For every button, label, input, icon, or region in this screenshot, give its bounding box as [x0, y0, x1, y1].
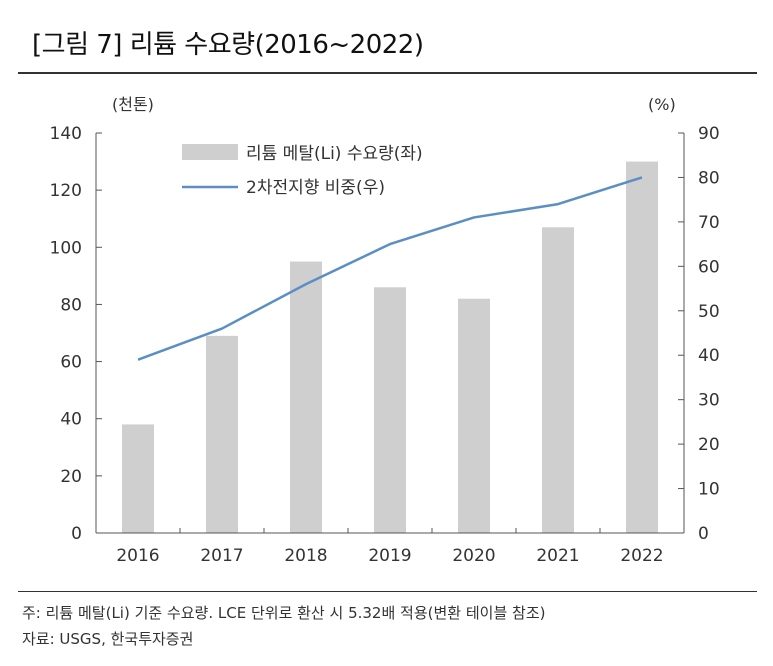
legend: 리튬 메탈(Li) 수요량(좌) 2차전지향 비중(우)	[182, 144, 423, 198]
x-tick-label: 2022	[620, 546, 663, 566]
right-axis-unit: (%)	[648, 95, 676, 114]
right-tick-label: 70	[698, 213, 720, 233]
legend-line-label: 2차전지향 비중(우)	[246, 178, 385, 198]
legend-bar-label: 리튬 메탈(Li) 수요량(좌)	[246, 144, 423, 164]
chart: 0 20 40 60 80 100 120 140 0 10 20 30 40 50 60 70 80 90 2…	[50, 95, 720, 566]
left-tick-label: 120	[50, 181, 82, 201]
right-tick-label: 80	[698, 168, 720, 188]
bar	[626, 161, 658, 534]
left-tick-label: 20	[60, 467, 82, 487]
left-axis: 0 20 40 60 80 100 120 140	[50, 124, 102, 544]
left-tick-label: 40	[60, 410, 82, 430]
bar	[458, 298, 490, 533]
x-tick-label: 2021	[536, 546, 579, 566]
bar-series	[122, 161, 658, 534]
x-axis: 2016 2017 2018 2019 2020 2021 2022	[95, 528, 684, 566]
right-tick-label: 0	[698, 524, 709, 544]
bar	[206, 335, 238, 533]
source-note: 자료: USGS, 한국투자증권	[22, 630, 194, 648]
footer-divider	[18, 591, 757, 592]
right-tick-label: 10	[698, 480, 720, 500]
chart-title: [그림 7] 리튬 수요량(2016~2022)	[32, 30, 424, 60]
legend-bar-swatch	[182, 144, 238, 160]
bar	[122, 424, 154, 533]
left-tick-label: 80	[60, 295, 82, 315]
right-tick-label: 30	[698, 391, 720, 411]
right-tick-label: 40	[698, 346, 720, 366]
bar	[290, 261, 322, 533]
right-tick-label: 60	[698, 257, 720, 277]
right-tick-label: 90	[698, 124, 720, 144]
line-series	[137, 176, 643, 361]
left-tick-label: 100	[50, 238, 82, 258]
title-divider	[18, 72, 757, 74]
x-tick-label: 2016	[116, 546, 159, 566]
x-tick-label: 2019	[368, 546, 411, 566]
bar	[542, 227, 574, 534]
footnote: 주: 리튬 메탈(Li) 기준 수요량. LCE 단위로 환산 시 5.32배 …	[22, 604, 546, 622]
x-tick-label: 2020	[452, 546, 495, 566]
x-tick-label: 2018	[284, 546, 327, 566]
left-tick-label: 140	[50, 124, 82, 144]
left-tick-label: 0	[71, 524, 82, 544]
right-axis: 0 10 20 30 40 50 60 70 80 90	[678, 124, 720, 544]
left-tick-label: 60	[60, 353, 82, 373]
x-tick-label: 2017	[200, 546, 243, 566]
left-axis-unit: (천톤)	[112, 95, 154, 114]
right-tick-label: 20	[698, 435, 720, 455]
right-tick-label: 50	[698, 302, 720, 322]
bar	[374, 287, 406, 533]
